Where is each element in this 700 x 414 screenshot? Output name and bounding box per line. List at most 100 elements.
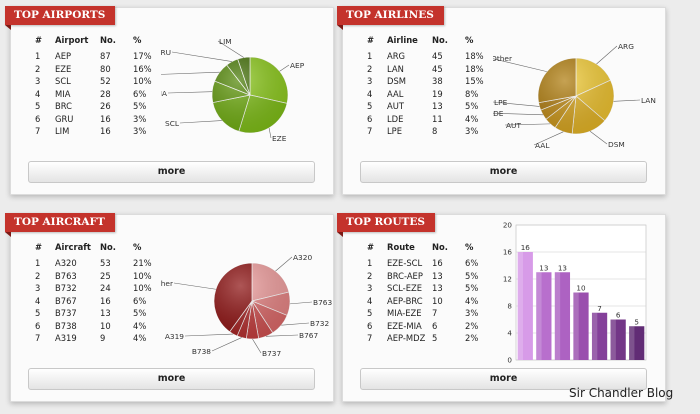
cell-name: EZE-SCL bbox=[387, 258, 423, 269]
pie-leader-line bbox=[493, 101, 540, 107]
cell-count: 13 bbox=[432, 270, 443, 281]
panel-title: TOP AIRLINES bbox=[337, 6, 444, 30]
cell-name: LDE bbox=[387, 113, 404, 124]
bar-value-label: 5 bbox=[634, 317, 639, 326]
cell-rank: 1 bbox=[367, 258, 373, 269]
bar-aep-mdz bbox=[629, 326, 645, 360]
cell-count: 52 bbox=[100, 76, 111, 87]
table-row: 4 AAL 19 8% bbox=[367, 88, 495, 101]
pie-label-lim: LIM bbox=[219, 37, 232, 46]
cell-rank: 6 bbox=[35, 113, 41, 124]
col-header-count: No. bbox=[432, 35, 448, 45]
cell-percent: 4% bbox=[133, 333, 147, 344]
cell-count: 45 bbox=[432, 63, 443, 74]
pie-leader-line bbox=[268, 127, 272, 139]
bar-value-label: 16 bbox=[521, 243, 531, 252]
bar-highlight bbox=[591, 312, 598, 360]
cell-count: 8 bbox=[432, 126, 438, 137]
table-row: 6 LDE 11 4% bbox=[367, 113, 495, 126]
table-row: 7 LIM 16 3% bbox=[35, 125, 163, 138]
cell-name: B767 bbox=[55, 295, 77, 306]
cell-count: 13 bbox=[100, 308, 111, 319]
cell-rank: 3 bbox=[367, 76, 373, 87]
y-tick-label: 4 bbox=[507, 329, 512, 338]
cell-name: LIM bbox=[55, 126, 70, 137]
pie-label-lpe: LPE bbox=[494, 98, 508, 107]
col-header-name: Airline bbox=[387, 35, 418, 45]
more-button[interactable]: more bbox=[360, 161, 647, 183]
bar-value-label: 13 bbox=[558, 263, 567, 272]
table-row: 1 ARG 45 18% bbox=[367, 50, 495, 63]
cell-name: BRC bbox=[55, 101, 72, 112]
pie-label-b763: B763 bbox=[313, 298, 332, 307]
cell-percent: 16% bbox=[133, 63, 152, 74]
table-row: 2 EZE 80 16% bbox=[35, 63, 163, 76]
cell-percent: 8% bbox=[465, 88, 479, 99]
panel-title: TOP AIRPORTS bbox=[5, 6, 116, 30]
cell-percent: 15% bbox=[465, 76, 484, 87]
stats-table: # Airport No. % 1 AEP 87 17% 2 EZE 80 16% 3 SCL 52… bbox=[35, 35, 163, 138]
pie-leader-line bbox=[161, 71, 220, 75]
pie-label-aut: AUT bbox=[506, 121, 521, 130]
cell-percent: 3% bbox=[465, 126, 479, 137]
cell-count: 80 bbox=[100, 63, 111, 74]
cell-count: 13 bbox=[432, 101, 443, 112]
pie-leader-line bbox=[493, 58, 547, 72]
cell-percent: 4% bbox=[465, 295, 479, 306]
pie-label-b767: B767 bbox=[299, 331, 318, 340]
cell-count: 38 bbox=[432, 76, 443, 87]
table-row: 7 A319 9 4% bbox=[35, 332, 163, 345]
pie-shading bbox=[214, 263, 290, 339]
pie-leader-line bbox=[281, 322, 310, 326]
bar-highlight bbox=[536, 272, 542, 360]
more-button[interactable]: more bbox=[28, 368, 315, 390]
table-row: 1 A320 53 21% bbox=[35, 257, 163, 270]
cell-rank: 4 bbox=[35, 295, 41, 306]
cell-count: 16 bbox=[100, 126, 111, 137]
table-row: 3 SCL-EZE 13 5% bbox=[367, 282, 495, 295]
bar-value-label: 7 bbox=[597, 304, 602, 313]
cell-percent: 4% bbox=[133, 320, 147, 331]
table-row: 4 B767 16 6% bbox=[35, 295, 163, 308]
cell-name: AEP-MDZ bbox=[387, 333, 426, 344]
pie-leader-line bbox=[533, 131, 564, 146]
cell-percent: 3% bbox=[465, 308, 479, 319]
cell-rank: 3 bbox=[35, 76, 41, 87]
bar-brc-aep bbox=[536, 272, 552, 360]
y-tick-label: 0 bbox=[507, 356, 512, 365]
panel-top-airlines: TOP AIRLINES # Airline No. % 1 ARG 45 18% 2 L… bbox=[337, 6, 666, 195]
cell-percent: 5% bbox=[133, 101, 147, 112]
panel-top-airports: TOP AIRPORTS # Airport No. % 1 AEP 87 17% 2 E… bbox=[5, 6, 334, 195]
y-tick-label: 20 bbox=[503, 221, 513, 230]
cell-name: MIA bbox=[55, 88, 71, 99]
cell-count: 24 bbox=[100, 283, 111, 294]
cell-count: 13 bbox=[432, 283, 443, 294]
y-tick-label: 16 bbox=[503, 248, 513, 257]
pie-leader-line bbox=[596, 45, 618, 65]
pie-label-gru: GRU bbox=[161, 48, 171, 57]
cell-rank: 4 bbox=[35, 88, 41, 99]
pie-leader-line bbox=[613, 99, 641, 102]
cell-name: AUT bbox=[387, 101, 404, 112]
cell-rank: 7 bbox=[367, 333, 373, 344]
col-header-count: No. bbox=[100, 242, 116, 252]
airlines-pie-chart: ARG LAN DSM AAL AUTLDE LPE Other bbox=[493, 42, 656, 150]
table-row: 2 BRC-AEP 13 5% bbox=[367, 270, 495, 283]
pie-leader-line bbox=[504, 123, 551, 126]
table-row: 6 GRU 16 3% bbox=[35, 113, 163, 126]
col-header-rank: # bbox=[367, 242, 375, 252]
more-button[interactable]: more bbox=[360, 368, 647, 390]
table-row: 7 AEP-MDZ 5 2% bbox=[367, 332, 495, 345]
col-header-rank: # bbox=[35, 242, 43, 252]
cell-name: ARG bbox=[387, 51, 406, 62]
cell-rank: 1 bbox=[35, 51, 41, 62]
pie-label-scl: SCL bbox=[165, 119, 180, 128]
col-header-name: Airport bbox=[55, 35, 89, 45]
more-button[interactable]: more bbox=[28, 161, 315, 183]
cell-rank: 1 bbox=[367, 51, 373, 62]
cell-name: AAL bbox=[387, 88, 404, 99]
pie-label-mia: MIA bbox=[161, 89, 167, 98]
cell-rank: 3 bbox=[35, 283, 41, 294]
pie-leader-line bbox=[289, 301, 313, 305]
col-header-percent: % bbox=[133, 242, 142, 252]
